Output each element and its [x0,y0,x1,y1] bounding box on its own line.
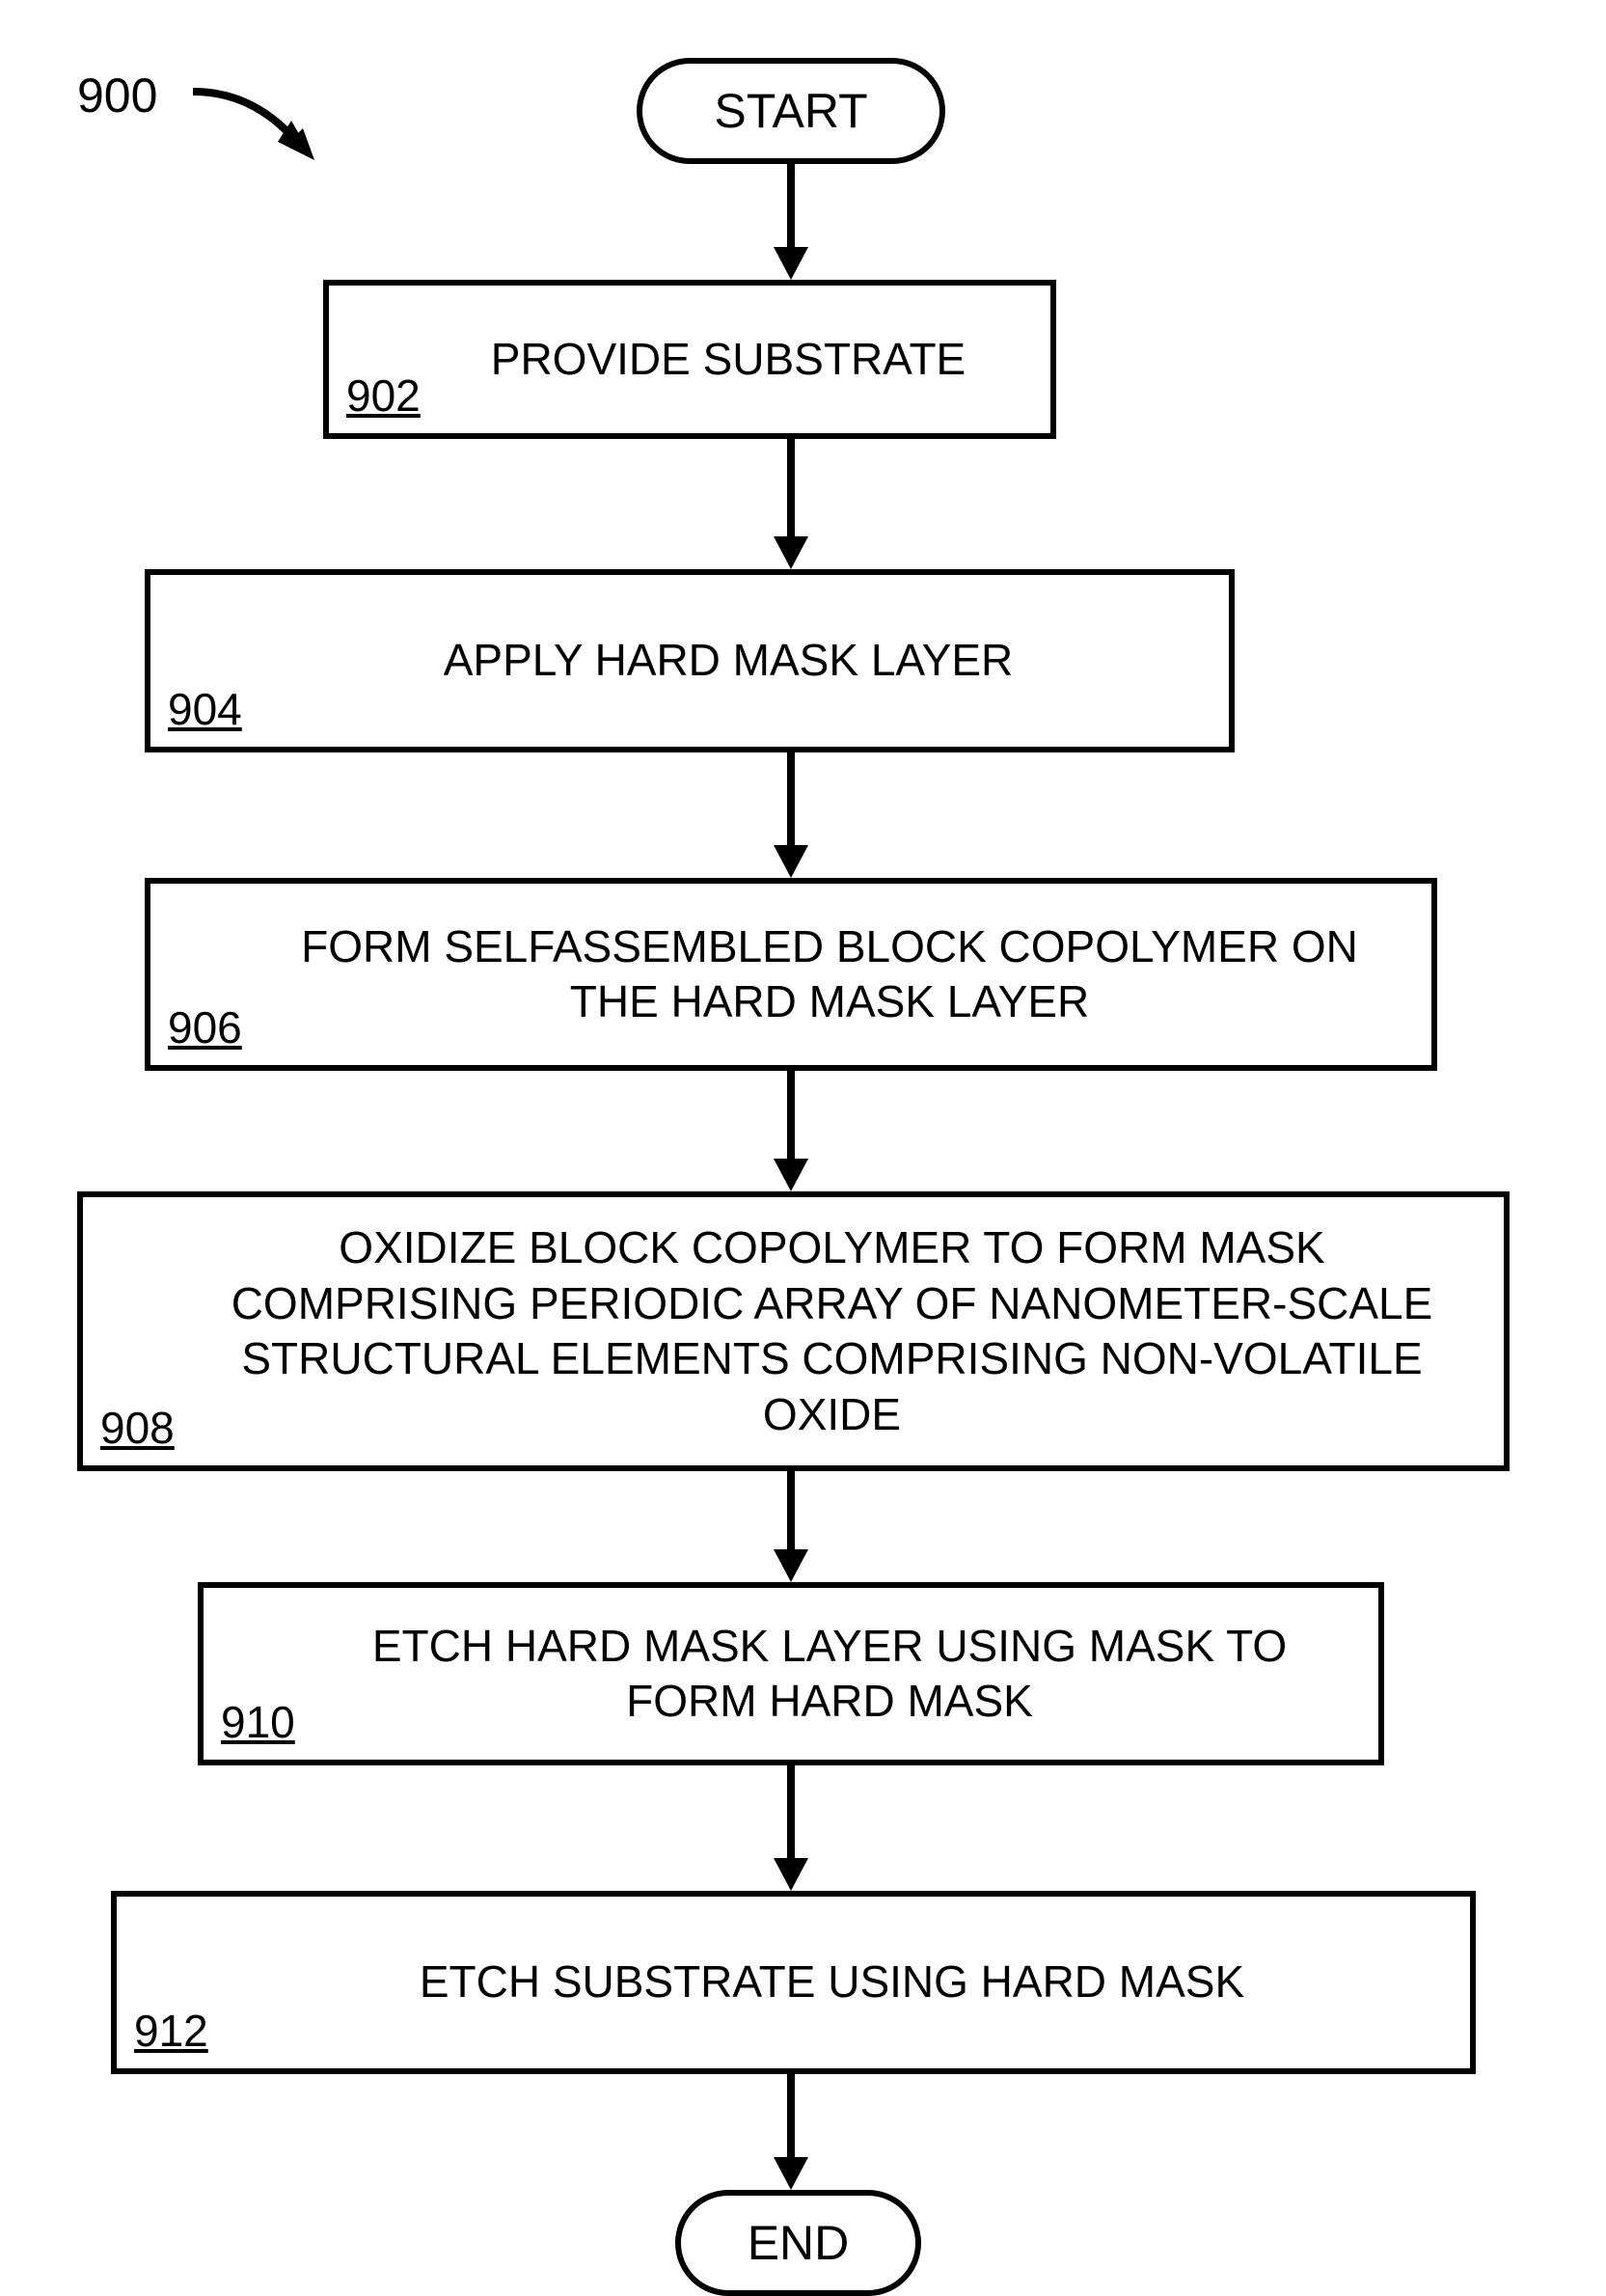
figure-number-arrow [174,63,367,178]
process-step-902: PROVIDE SUBSTRATE902 [323,280,1056,439]
arrow-line-s912-end [787,2074,795,2157]
step-number-910: 910 [221,1695,295,1751]
step-number-908: 908 [100,1401,175,1457]
s906-label: FORM SELFASSEMBLED BLOCK COPOLYMER ON TH… [170,919,1412,1030]
s904-label: APPLY HARD MASK LAYER [170,633,1210,689]
s912-label: ETCH SUBSTRATE USING HARD MASK [136,1954,1451,2010]
arrow-line-s908-s910 [787,1471,795,1549]
s908-label: OXIDIZE BLOCK COPOLYMER TO FORM MASK COM… [102,1220,1484,1442]
start-label: START [714,83,867,139]
s902-label: PROVIDE SUBSTRATE [348,332,1031,388]
arrow-head-s908-s910 [774,1549,808,1582]
process-step-910: ETCH HARD MASK LAYER USING MASK TO FORM … [198,1582,1384,1765]
process-step-904: APPLY HARD MASK LAYER904 [145,569,1235,752]
arrow-line-s904-s906 [787,752,795,845]
end-label: END [748,2215,850,2271]
arrow-head-s906-s908 [774,1159,808,1191]
arrow-head-s904-s906 [774,845,808,878]
arrow-line-s902-s904 [787,439,795,536]
step-number-902: 902 [346,369,421,424]
step-number-904: 904 [168,682,242,738]
step-number-906: 906 [168,1000,242,1056]
arrow-head-s912-end [774,2157,808,2190]
arrow-head-s910-s912 [774,1858,808,1891]
process-step-908: OXIDIZE BLOCK COPOLYMER TO FORM MASK COM… [77,1191,1510,1471]
start-terminator: START [637,58,945,164]
arrow-head-start-s902 [774,247,808,280]
arrow-line-s910-s912 [787,1765,795,1858]
figure-number-label: 900 [77,68,157,123]
arrow-line-start-s902 [787,164,795,247]
process-step-912: ETCH SUBSTRATE USING HARD MASK912 [111,1891,1476,2074]
process-step-906: FORM SELFASSEMBLED BLOCK COPOLYMER ON TH… [145,878,1437,1071]
step-number-912: 912 [134,2004,208,2060]
arrow-line-s906-s908 [787,1071,795,1159]
end-terminator: END [675,2190,921,2296]
s910-label: ETCH HARD MASK LAYER USING MASK TO FORM … [223,1619,1359,1730]
arrow-head-s902-s904 [774,536,808,569]
